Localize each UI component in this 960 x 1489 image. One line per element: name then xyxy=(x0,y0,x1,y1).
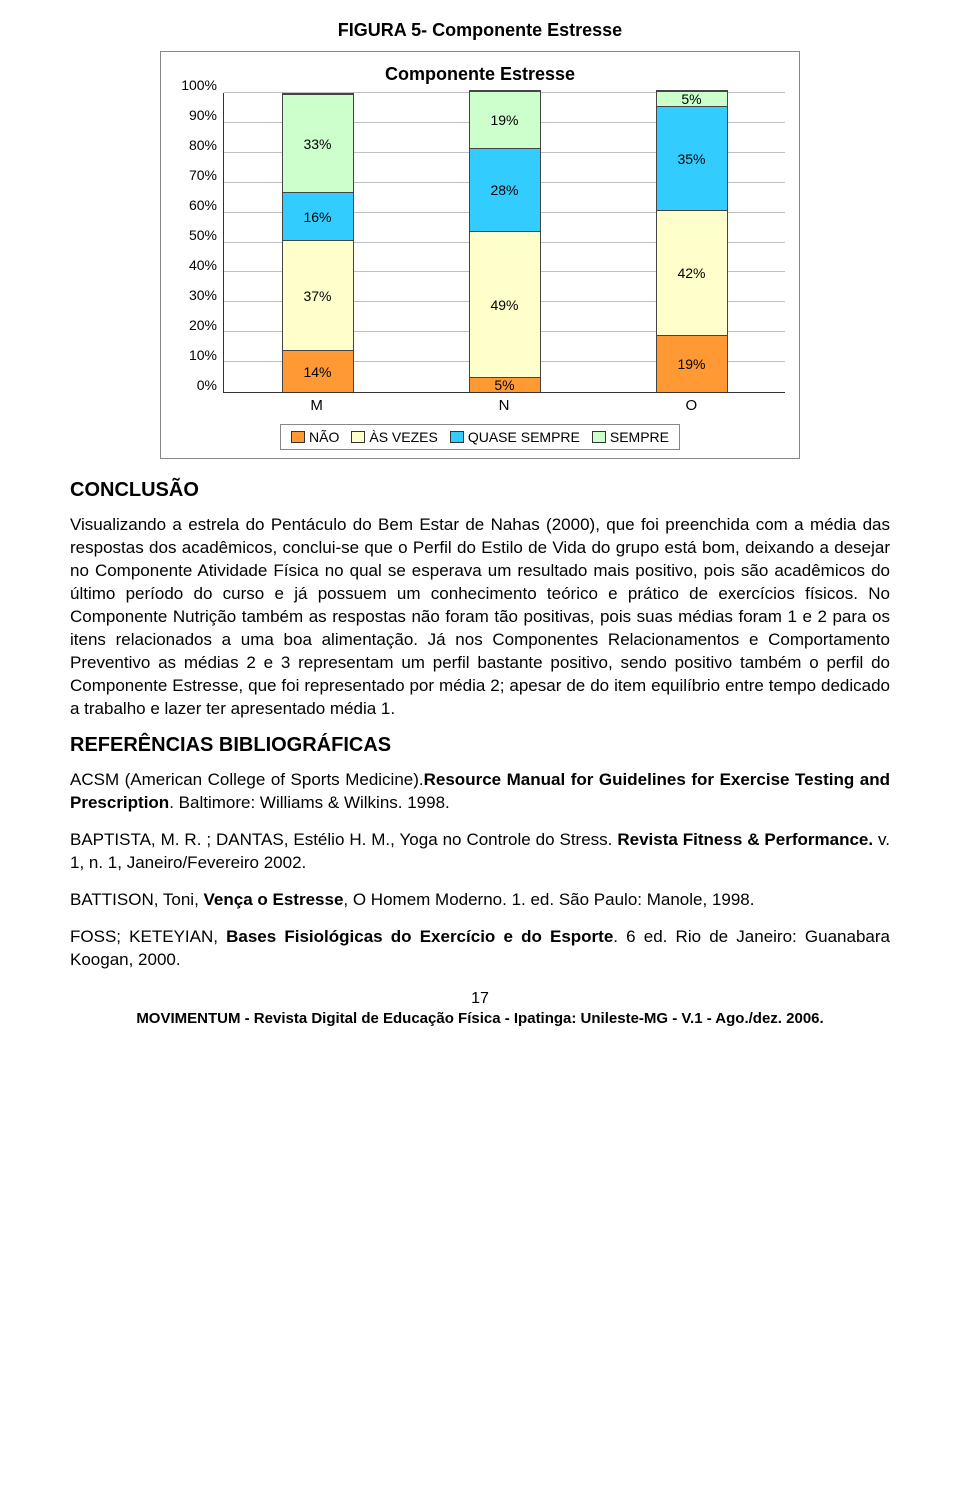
ref-text: FOSS; KETEYIAN, xyxy=(70,927,226,946)
plot-area: 14%37%16%33%5%49%28%19%19%42%35%5% xyxy=(223,93,785,393)
figure-title: FIGURA 5- Componente Estresse xyxy=(70,20,890,41)
legend-swatch xyxy=(450,431,464,443)
legend-swatch xyxy=(592,431,606,443)
legend-label: SEMPRE xyxy=(610,429,669,445)
segment: 42% xyxy=(657,210,727,335)
legend-swatch xyxy=(351,431,365,443)
conclusion-text: Visualizando a estrela do Pentáculo do B… xyxy=(70,514,890,720)
segment: 5% xyxy=(470,377,540,392)
legend-item: NÃO xyxy=(291,429,339,445)
segment: 49% xyxy=(470,231,540,377)
segment: 33% xyxy=(283,94,353,192)
segment: 35% xyxy=(657,106,727,210)
legend-label: NÃO xyxy=(309,429,339,445)
ref-title-bold: Vença o Estresse xyxy=(204,890,344,909)
x-tick-label: N xyxy=(468,397,540,414)
segment: 14% xyxy=(283,350,353,392)
legend-item: ÀS VEZES xyxy=(351,429,437,445)
ref-text: BATTISON, Toni, xyxy=(70,890,204,909)
legend-label: QUASE SEMPRE xyxy=(468,429,580,445)
chart-title: Componente Estresse xyxy=(175,64,785,85)
segment: 19% xyxy=(470,91,540,148)
ref-text: , O Homem Moderno. 1. ed. São Paulo: Man… xyxy=(343,890,754,909)
reference-2: BAPTISTA, M. R. ; DANTAS, Estélio H. M.,… xyxy=(70,829,890,875)
ref-text: BAPTISTA, M. R. ; DANTAS, Estélio H. M.,… xyxy=(70,830,617,849)
ref-title-bold: Revista Fitness & Performance. xyxy=(617,830,873,849)
page-number: 17 xyxy=(70,990,890,1008)
bar-M: 14%37%16%33% xyxy=(282,93,354,392)
legend-swatch xyxy=(291,431,305,443)
legend-item: SEMPRE xyxy=(592,429,669,445)
footer-text: MOVIMENTUM - Revista Digital de Educação… xyxy=(70,1010,890,1027)
chart-legend: NÃO ÀS VEZES QUASE SEMPRE SEMPRE xyxy=(280,424,680,450)
bar-O: 19%42%35%5% xyxy=(656,90,728,392)
legend-label: ÀS VEZES xyxy=(369,429,437,445)
references-heading: REFERÊNCIAS BIBLIOGRÁFICAS xyxy=(70,734,890,757)
bar-N: 5%49%28%19% xyxy=(469,90,541,392)
segment: 28% xyxy=(470,148,540,231)
conclusion-heading: CONCLUSÃO xyxy=(70,479,890,502)
y-axis: 0%10%20%30%40%50%60%70%80%90%100% xyxy=(175,93,223,393)
segment: 37% xyxy=(283,240,353,350)
x-tick-label: M xyxy=(281,397,353,414)
reference-3: BATTISON, Toni, Vença o Estresse, O Home… xyxy=(70,889,890,912)
segment: 16% xyxy=(283,192,353,240)
ref-text: . Baltimore: Williams & Wilkins. 1998. xyxy=(169,793,450,812)
segment: 5% xyxy=(657,91,727,106)
x-tick-label: O xyxy=(655,397,727,414)
stress-chart: Componente Estresse 0%10%20%30%40%50%60%… xyxy=(160,51,800,459)
legend-item: QUASE SEMPRE xyxy=(450,429,580,445)
reference-1: ACSM (American College of Sports Medicin… xyxy=(70,769,890,815)
segment: 19% xyxy=(657,335,727,392)
x-axis-labels: M N O xyxy=(223,393,785,414)
ref-text: ACSM (American College of Sports Medicin… xyxy=(70,770,424,789)
ref-title-bold: Bases Fisiológicas do Exercício e do Esp… xyxy=(226,927,613,946)
reference-4: FOSS; KETEYIAN, Bases Fisiológicas do Ex… xyxy=(70,926,890,972)
